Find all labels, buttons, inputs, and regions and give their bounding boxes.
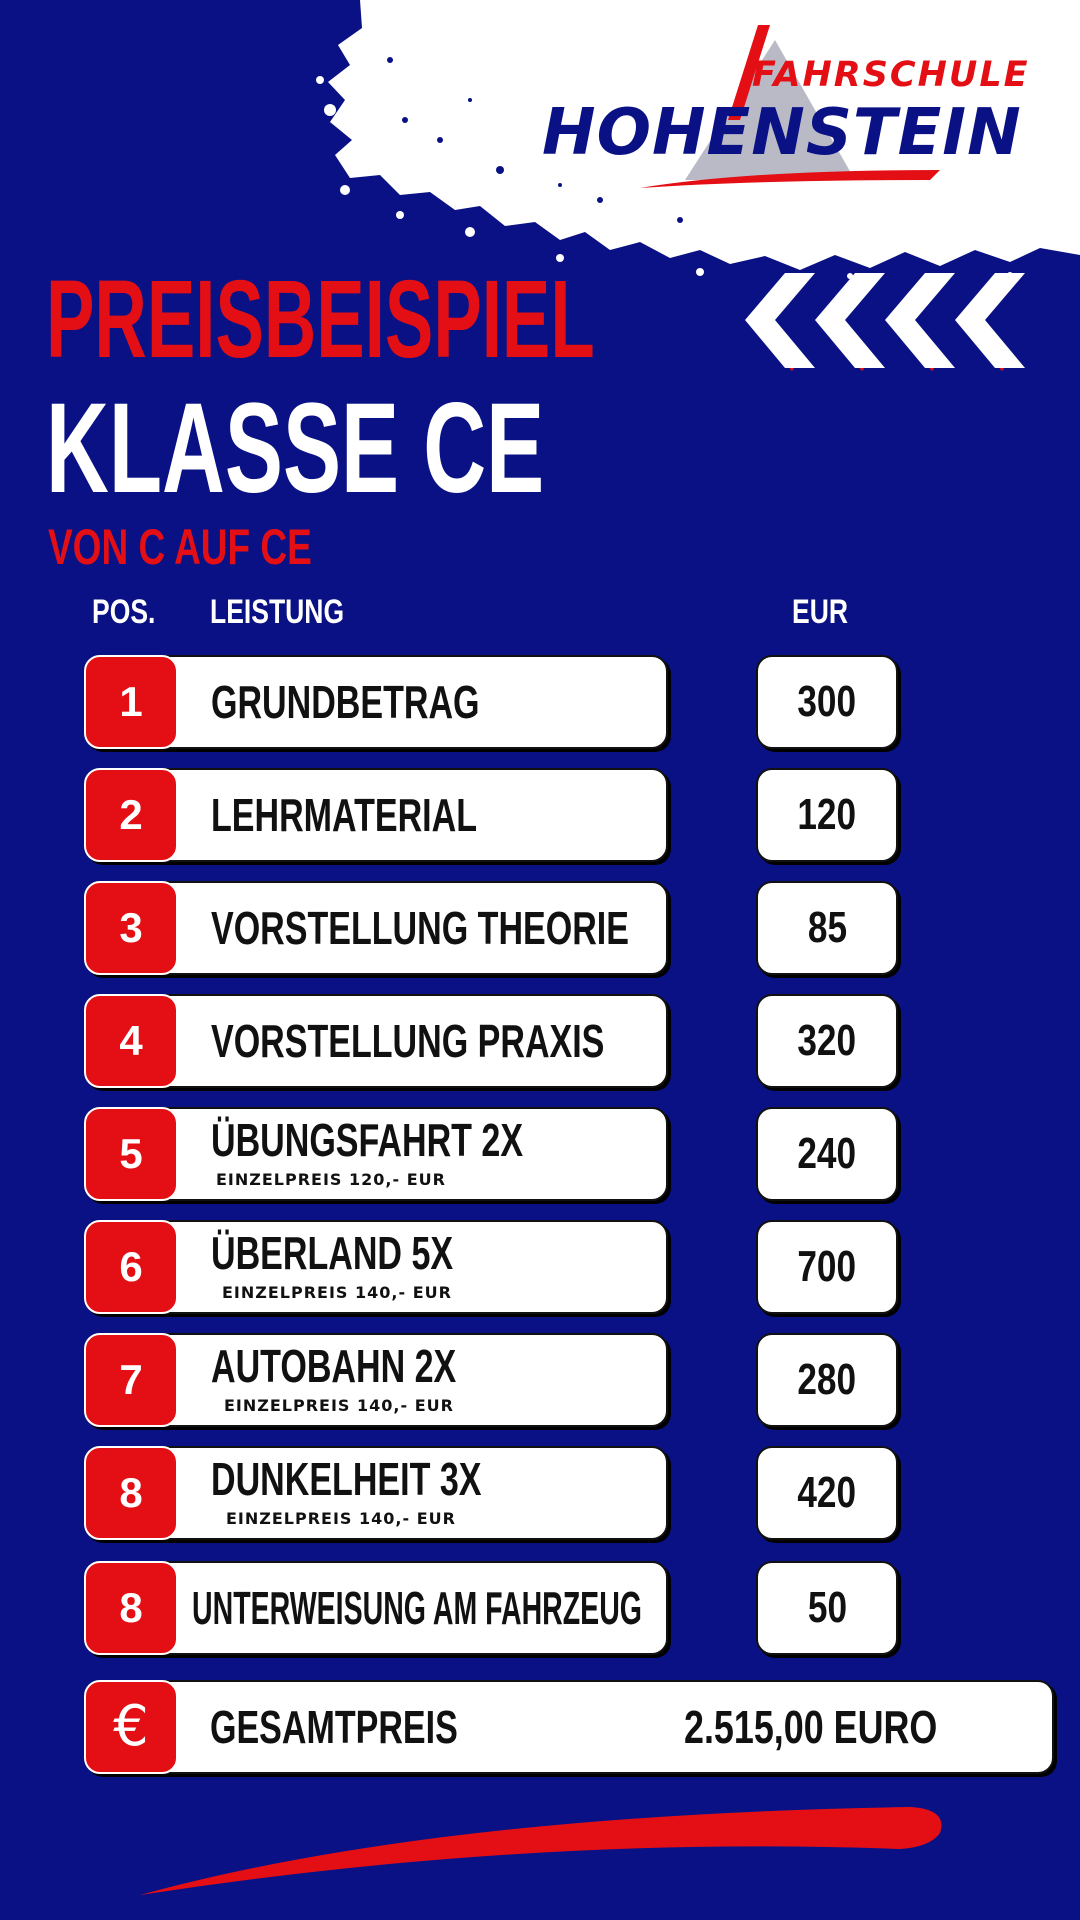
brand-logo: FAHRSCHULE HOHENSTEIN	[520, 20, 1060, 200]
row-price-value: 85	[807, 903, 847, 952]
subtitle: VON C AUF CE	[48, 519, 312, 575]
column-header-pos: POS.	[92, 593, 156, 631]
row-price-value: 320	[797, 1016, 857, 1065]
row-price-value: 120	[797, 790, 857, 839]
row-price: 320	[756, 994, 898, 1088]
row-position: 4	[84, 994, 178, 1088]
row-unit-price: EINZELPREIS 140,- EUR	[224, 1396, 454, 1415]
license-class-title: KLASSE CE	[46, 377, 545, 520]
row-label: AUTOBAHN 2X	[211, 1340, 457, 1392]
row-price-value: 240	[797, 1129, 857, 1178]
row-price: 120	[756, 768, 898, 862]
chevron-arrows-icon	[745, 273, 1025, 371]
row-position: 5	[84, 1107, 178, 1201]
column-header-currency: EUR	[792, 593, 849, 631]
row-label: ÜBUNGSFAHRT 2X	[211, 1114, 524, 1166]
row-unit-price: EINZELPREIS 140,- EUR	[226, 1509, 456, 1528]
row-price: 240	[756, 1107, 898, 1201]
price-row: 3 VORSTELLUNG THEORIE	[84, 881, 668, 975]
row-price: 280	[756, 1333, 898, 1427]
price-row: 7 AUTOBAHN 2X EINZELPREIS 140,- EUR	[84, 1333, 668, 1427]
euro-icon: €	[84, 1680, 178, 1774]
row-price-value: 700	[797, 1242, 857, 1291]
row-position: 3	[84, 881, 178, 975]
row-price: 420	[756, 1446, 898, 1540]
price-row: 8 UNTERWEISUNG AM FAHRZEUG	[84, 1561, 668, 1655]
row-unit-price: EINZELPREIS 140,- EUR	[222, 1283, 452, 1302]
column-header-service: LEISTUNG	[210, 593, 345, 631]
row-label: GRUNDBETRAG	[211, 676, 480, 728]
total-label: GESAMTPREIS	[210, 1701, 458, 1753]
header-brush-splash	[316, 0, 1080, 280]
row-price-value: 280	[797, 1355, 857, 1404]
row-price-value: 300	[797, 677, 857, 726]
page-title: PREISBEISPIEL	[46, 258, 595, 381]
brand-line1: FAHRSCHULE	[752, 55, 1030, 95]
price-row: 1 GRUNDBETRAG	[84, 655, 668, 749]
row-bar	[84, 1333, 668, 1427]
row-label: VORSTELLUNG THEORIE	[211, 902, 629, 954]
row-position: 7	[84, 1333, 178, 1427]
row-price: 700	[756, 1220, 898, 1314]
row-position: 2	[84, 768, 178, 862]
row-bar	[84, 1107, 668, 1201]
price-row: 2 LEHRMATERIAL	[84, 768, 668, 862]
brand-line2: HOHENSTEIN	[542, 96, 1022, 170]
price-row: 6 ÜBERLAND 5X EINZELPREIS 140,- EUR	[84, 1220, 668, 1314]
row-bar	[84, 1561, 668, 1655]
row-position: 1	[84, 655, 178, 749]
row-label: DUNKELHEIT 3X	[211, 1453, 482, 1505]
row-bar	[84, 1220, 668, 1314]
price-row: 5 ÜBUNGSFAHRT 2X EINZELPREIS 120,- EUR	[84, 1107, 668, 1201]
row-label: ÜBERLAND 5X	[211, 1227, 454, 1279]
row-label: LEHRMATERIAL	[211, 789, 477, 841]
row-price: 50	[756, 1561, 898, 1655]
total-bar	[84, 1680, 1054, 1774]
row-position: 6	[84, 1220, 178, 1314]
row-unit-price: EINZELPREIS 120,- EUR	[216, 1170, 446, 1189]
price-row: 4 VORSTELLUNG PRAXIS	[84, 994, 668, 1088]
row-price: 300	[756, 655, 898, 749]
row-label: VORSTELLUNG PRAXIS	[211, 1015, 605, 1067]
row-price-value: 50	[807, 1583, 847, 1632]
row-label: UNTERWEISUNG AM FAHRZEUG	[192, 1582, 642, 1634]
row-bar	[84, 881, 668, 975]
row-bar	[84, 994, 668, 1088]
row-position: 8	[84, 1561, 178, 1655]
row-price-value: 420	[797, 1468, 857, 1517]
row-bar	[84, 768, 668, 862]
total-row: € GESAMTPREIS 2.515,00 EURO	[84, 1680, 1054, 1774]
total-value: 2.515,00 EURO	[684, 1701, 938, 1753]
row-price: 85	[756, 881, 898, 975]
decorative-swoosh	[140, 1807, 942, 1895]
row-bar	[84, 1446, 668, 1540]
row-position: 8	[84, 1446, 178, 1540]
price-row: 8 DUNKELHEIT 3X EINZELPREIS 140,- EUR	[84, 1446, 668, 1540]
